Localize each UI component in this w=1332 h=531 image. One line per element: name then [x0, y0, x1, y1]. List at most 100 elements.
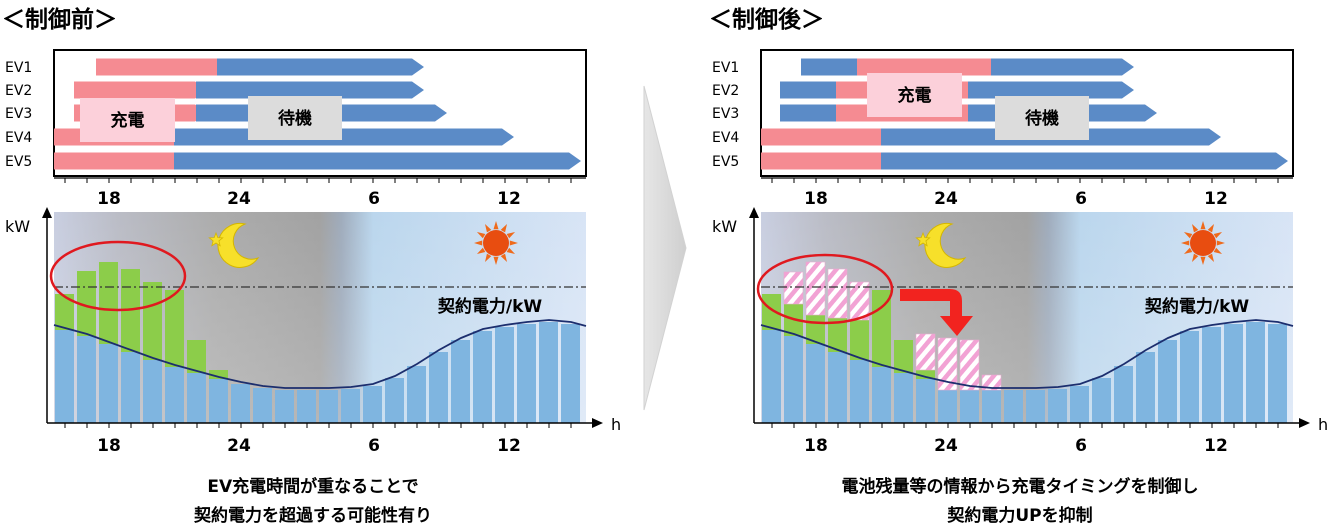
sun-ray [1192, 253, 1199, 263]
shifted-load-bar [915, 333, 936, 371]
shift-arrow-icon [900, 289, 973, 336]
base-load-bar [1224, 324, 1243, 423]
sun-ray [500, 223, 507, 233]
base-load-bar [451, 340, 470, 423]
ev-label: EV3 [712, 106, 739, 122]
ev-label: EV5 [5, 154, 32, 170]
sun-ray [509, 240, 518, 246]
standby-label: 待機 [278, 108, 312, 129]
base-load-bar [165, 367, 184, 423]
time-tick-label: 12 [497, 189, 521, 209]
moon-shape [217, 222, 260, 268]
sun-ray [493, 256, 499, 265]
ev-label: EV1 [712, 60, 739, 76]
shifted-load-bar [959, 339, 980, 391]
chart-time-tick-label: 24 [934, 436, 958, 456]
star-icon [208, 231, 224, 247]
base-load-bar [762, 330, 781, 423]
sun-ray [506, 232, 516, 239]
sun-ray [1183, 247, 1193, 254]
ev-load-bar [209, 370, 228, 379]
shifted-load-bar [981, 374, 1002, 391]
ev-load-bar [762, 294, 781, 330]
time-tick-label: 18 [804, 189, 828, 209]
star-shape [208, 231, 224, 247]
standby-label: 待機 [1025, 108, 1059, 129]
standby-segment [174, 152, 581, 170]
charge-label: 充電 [111, 110, 145, 131]
sun-ray [1207, 223, 1214, 233]
charge-label: 充電 [898, 85, 932, 106]
sun-disc [483, 230, 509, 256]
ev-label: EV4 [712, 130, 739, 146]
ev-label: EV2 [712, 83, 739, 99]
base-load-bar [341, 389, 360, 423]
base-load-bar [143, 360, 162, 423]
sun-ray [1207, 253, 1214, 263]
base-load-bar [363, 386, 382, 423]
chart-time-tick-label: 12 [497, 436, 521, 456]
base-load-bar [806, 344, 825, 423]
standby-segment [991, 58, 1134, 76]
base-load-bar [517, 324, 536, 423]
standby-segment [174, 128, 514, 146]
ev-load-bar [894, 340, 913, 373]
overlap-highlight-circle [756, 253, 894, 325]
sun-ray [493, 221, 499, 230]
base-load-bar [275, 390, 294, 423]
ev-label: EV5 [712, 154, 739, 170]
sun-ray [1200, 221, 1206, 230]
x-axis-arrowhead [592, 418, 603, 428]
standby-segment [881, 152, 1288, 170]
moon-shape [924, 222, 967, 268]
base-load-bar [1092, 378, 1111, 423]
y-axis-label: kW [5, 217, 30, 236]
shifted-load-bar [783, 271, 804, 305]
base-load-bar [1180, 331, 1199, 423]
base-load-bar [561, 324, 580, 423]
base-load-bar [55, 330, 74, 423]
base-load-bar [407, 366, 426, 423]
chart-time-tick-label: 6 [1075, 436, 1087, 456]
sun-ray [1213, 247, 1223, 254]
sun-icon [474, 221, 518, 265]
charge-label-box [80, 98, 175, 142]
base-load-bar [1004, 390, 1023, 423]
base-load-bar [1136, 352, 1155, 423]
base-load-bar [916, 379, 935, 423]
time-tick-label: 12 [1204, 189, 1228, 209]
ev-label: EV4 [5, 130, 32, 146]
ev-label: EV2 [5, 83, 32, 99]
sun-icon [1181, 221, 1225, 265]
overlap-highlight-circle [49, 240, 187, 312]
standby-segment [196, 81, 424, 99]
base-load-bar [253, 388, 272, 423]
base-load-bar [121, 352, 140, 423]
base-load-curve [53, 319, 587, 389]
base-load-bar [828, 352, 847, 423]
base-load-bar [187, 373, 206, 423]
sun-ray [1181, 240, 1190, 246]
ev-label: EV1 [5, 60, 32, 76]
charge-segment [761, 128, 893, 146]
standby-segment [801, 58, 869, 76]
ev-load-bar [55, 294, 74, 330]
charge-segment [857, 58, 1003, 76]
caption-line: 契約電力UPを抑制 [946, 505, 1092, 526]
sun-ray [500, 253, 507, 263]
panel-title: ＜制御前＞ [2, 6, 117, 33]
ev-label: EV3 [5, 106, 32, 122]
ev-load-bar [187, 340, 206, 373]
star-icon [915, 231, 931, 247]
sun-ray [485, 253, 492, 263]
sun-ray [1213, 232, 1223, 239]
time-tick-label: 6 [368, 189, 380, 209]
y-axis-label: kW [712, 217, 737, 236]
ev-load-bar [99, 262, 118, 344]
ev-load-bar [850, 320, 869, 360]
transition-arrow-icon [643, 85, 687, 411]
chart-time-tick-label: 24 [227, 436, 251, 456]
base-load-bar [1246, 322, 1265, 423]
ev-load-bar [916, 370, 935, 379]
